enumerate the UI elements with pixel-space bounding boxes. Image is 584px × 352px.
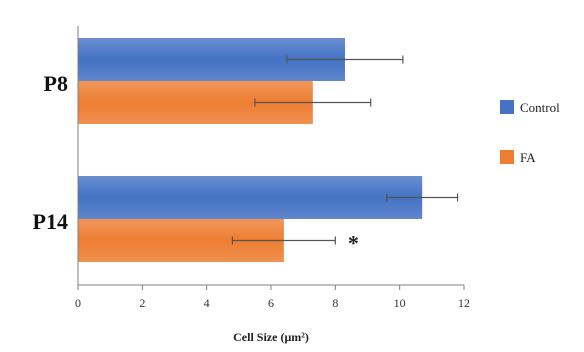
x-tick-label: 2 xyxy=(139,296,145,310)
legend-label: Control xyxy=(520,100,560,115)
error-bar-p14-control xyxy=(386,193,459,202)
legend-swatch xyxy=(500,100,514,114)
legend-label: FA xyxy=(520,150,536,165)
x-tick-label: 12 xyxy=(458,296,470,310)
x-tick-label: 0 xyxy=(75,296,81,310)
x-axis-label: Cell Size (μm²) xyxy=(233,330,309,344)
bars-layer xyxy=(78,38,423,262)
x-tick-label: 4 xyxy=(204,296,210,310)
category-label-p14: P14 xyxy=(33,209,68,234)
x-tick-label: 10 xyxy=(394,296,406,310)
category-label-p8: P8 xyxy=(44,71,68,96)
legend: Control FA xyxy=(500,100,560,165)
x-ticks-layer: 0 2 4 6 8 10 12 xyxy=(75,285,470,310)
error-bar-p8-control xyxy=(286,55,404,64)
legend-item-control: Control xyxy=(500,100,560,115)
significance-annotation: * xyxy=(348,231,359,256)
error-bar-p14-fa xyxy=(231,236,336,245)
legend-item-fa: FA xyxy=(500,150,536,165)
bar-p14-control xyxy=(78,176,423,219)
category-labels-layer: P8 P14 xyxy=(33,71,68,234)
x-tick-label: 8 xyxy=(332,296,338,310)
legend-swatch xyxy=(500,150,514,164)
error-bars-layer xyxy=(231,55,459,245)
annotations-layer: * xyxy=(348,231,359,256)
x-tick-label: 6 xyxy=(268,296,274,310)
error-bar-p8-fa xyxy=(254,98,372,107)
